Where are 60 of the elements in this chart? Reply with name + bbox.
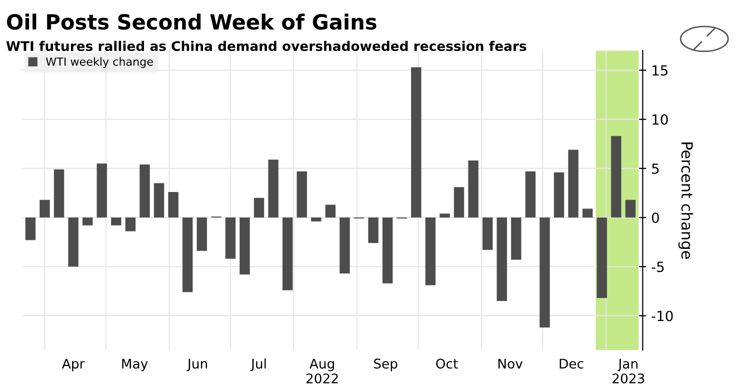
x-tick-label: Nov xyxy=(498,358,523,369)
bar xyxy=(582,208,593,218)
legend-label: WTI weekly change xyxy=(46,57,153,68)
bar xyxy=(425,218,436,286)
bar xyxy=(482,218,493,250)
bar xyxy=(468,160,478,218)
x-tick-label: Jun xyxy=(186,358,207,372)
bar xyxy=(254,198,264,218)
bar xyxy=(411,67,422,218)
chart-title: Oil Posts Second Week of Gains xyxy=(6,14,376,30)
chart-subtitle: WTI futures rallied as China demand overshadoweded recession fears xyxy=(6,40,526,52)
bar xyxy=(282,218,293,290)
bar xyxy=(311,218,322,222)
x-tick-label: Jan 2023 xyxy=(612,358,644,384)
y-tick-label: 5 xyxy=(652,164,659,174)
bar xyxy=(325,204,336,218)
bar xyxy=(368,218,378,244)
bar xyxy=(240,218,250,274)
bar xyxy=(96,164,107,218)
y-tick-label: 15 xyxy=(652,65,668,76)
bar xyxy=(140,164,150,218)
y-tick-label: -10 xyxy=(652,310,673,322)
y-tick-label: 10 xyxy=(652,114,668,125)
bar xyxy=(82,218,93,226)
y-axis-title: Percent change xyxy=(678,142,694,259)
y-tick-label: -5 xyxy=(652,262,664,272)
bar xyxy=(168,192,178,218)
bar xyxy=(54,169,64,218)
x-tick-label: Apr xyxy=(62,358,85,372)
bar xyxy=(125,218,136,232)
bar xyxy=(611,136,622,218)
bar xyxy=(111,218,122,226)
bar xyxy=(382,218,393,284)
bar xyxy=(568,150,578,218)
bar xyxy=(540,218,550,328)
x-tick-label: Sep xyxy=(374,358,398,372)
bar xyxy=(440,214,450,218)
bar xyxy=(296,171,307,218)
bar xyxy=(268,160,278,218)
bar xyxy=(182,218,193,292)
bar xyxy=(25,218,36,240)
bar xyxy=(40,200,50,218)
bar xyxy=(625,200,636,218)
x-tick-label: May xyxy=(122,358,148,372)
bar xyxy=(68,218,78,267)
bar xyxy=(496,218,507,301)
x-tick-label: Aug 2022 xyxy=(306,358,338,384)
bar xyxy=(225,218,236,259)
bar xyxy=(511,218,522,260)
bar xyxy=(596,218,607,298)
bar xyxy=(340,218,350,274)
x-tick-label: Dec xyxy=(560,358,584,369)
bar xyxy=(525,171,536,218)
x-tick-label: Oct xyxy=(436,358,458,369)
bar xyxy=(554,172,564,218)
bar xyxy=(154,183,164,218)
y-tick-label: 0 xyxy=(652,212,659,223)
x-tick-label: Jul xyxy=(250,358,266,372)
bar xyxy=(454,187,464,218)
bar xyxy=(196,218,207,251)
